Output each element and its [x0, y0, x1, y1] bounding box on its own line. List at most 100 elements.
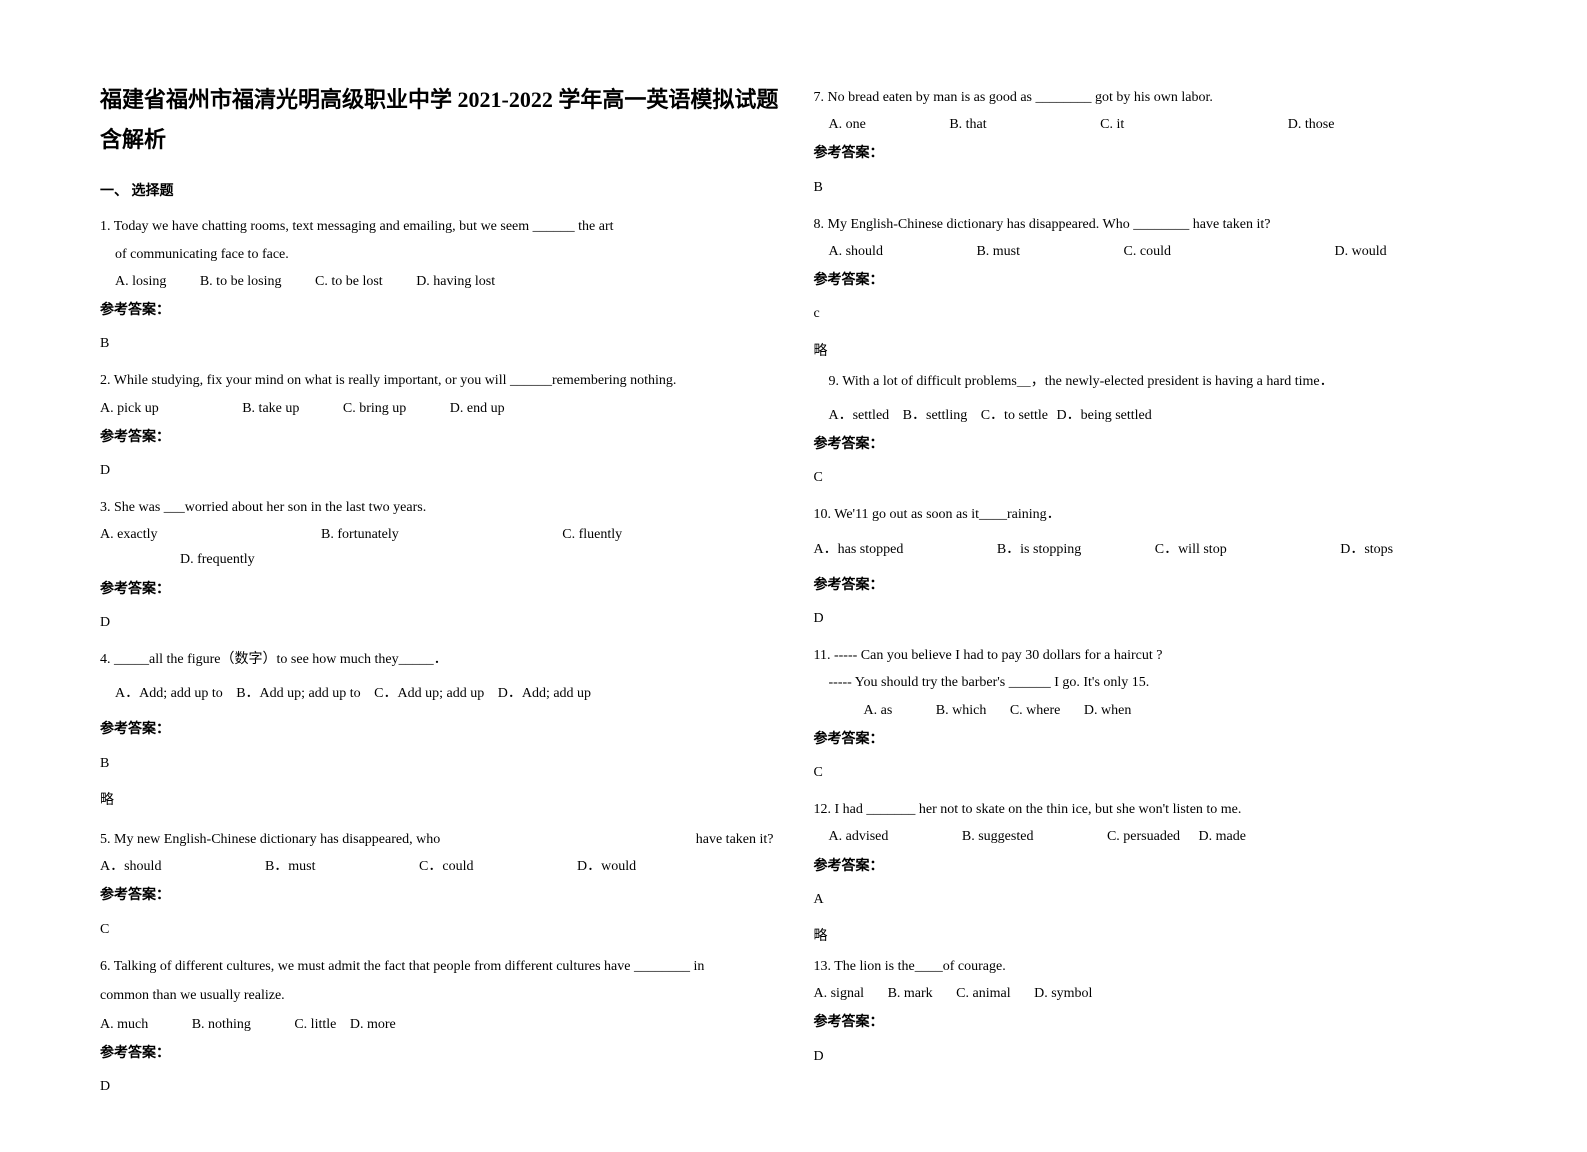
q3-options-row2: D. frequently	[100, 547, 784, 572]
q3-opt-d: D. frequently	[180, 552, 255, 567]
q8-answer-label: 参考答案：	[814, 268, 1498, 293]
q5-opt-b: B．must	[265, 854, 316, 879]
question-5: 5. My new English-Chinese dictionary has…	[100, 827, 784, 852]
q6-line2: common than we usually realize.	[100, 983, 784, 1008]
q7-opt-b: B. that	[949, 112, 986, 137]
question-8: 8. My English-Chinese dictionary has dis…	[814, 212, 1498, 237]
q11-opt-d: D. when	[1084, 698, 1131, 723]
question-12: 12. I had _______ her not to skate on th…	[814, 797, 1498, 822]
q1-opt-c: C. to be lost	[315, 269, 383, 294]
q13-answer: D	[814, 1044, 1498, 1069]
q11-answer: C	[814, 760, 1498, 785]
q1-opt-d: D. having lost	[416, 269, 495, 294]
q1-text: 1. Today we have chatting rooms, text me…	[100, 219, 614, 234]
q13-opt-d: D. symbol	[1034, 981, 1092, 1006]
q6-answer: D	[100, 1074, 784, 1099]
q6-opt-b: B. nothing	[192, 1012, 251, 1037]
q3-answer-label: 参考答案：	[100, 577, 784, 602]
q12-opt-a: A. advised	[829, 824, 889, 849]
q8-omit: 略	[814, 339, 1498, 364]
q9-opt-b: B．settling	[903, 403, 968, 428]
q12-answer-label: 参考答案：	[814, 854, 1498, 879]
q10-answer: D	[814, 606, 1498, 631]
q6-opt-a: A. much	[100, 1012, 148, 1037]
q10-opt-b: B．is stopping	[997, 537, 1081, 562]
q9-answer: C	[814, 465, 1498, 490]
q9-opt-d: D．being settled	[1057, 403, 1152, 428]
q5-opt-c: C．could	[419, 854, 473, 879]
q9-opt-c: C．to settle	[981, 403, 1048, 428]
question-13: 13. The lion is the____of courage.	[814, 954, 1498, 979]
q9-options: A．settled B．settling C．to settle D．being…	[814, 403, 1498, 428]
q10-opt-c: C．will stop	[1155, 537, 1227, 562]
q7-options: A. one B. that C. it D. those	[814, 112, 1498, 137]
question-4: 4. _____all the figure（数字）to see how muc…	[100, 647, 784, 672]
q7-answer: B	[814, 175, 1498, 200]
question-11: 11. ----- Can you believe I had to pay 3…	[814, 643, 1498, 668]
q10-options: A．has stopped B．is stopping C．will stop …	[814, 537, 1498, 562]
q10-opt-d: D．stops	[1340, 537, 1393, 562]
q1-options: A. losing B. to be losing C. to be lost …	[100, 269, 784, 294]
q10-answer-label: 参考答案：	[814, 573, 1498, 598]
q2-opt-b: B. take up	[242, 396, 299, 421]
q1-text-line2: of communicating face to face.	[100, 242, 784, 267]
q7-answer-label: 参考答案：	[814, 141, 1498, 166]
question-2: 2. While studying, fix your mind on what…	[100, 368, 784, 393]
q6-answer-label: 参考答案：	[100, 1041, 784, 1066]
q6-opt-c: C. little	[294, 1012, 336, 1037]
question-7: 7. No bread eaten by man is as good as _…	[814, 85, 1498, 110]
q5-opt-d: D．would	[577, 854, 636, 879]
q8-answer: c	[814, 301, 1498, 326]
q9-answer-label: 参考答案：	[814, 432, 1498, 457]
q4-omit: 略	[100, 788, 784, 813]
question-9: 9. With a lot of difficult problems＿，the…	[814, 369, 1498, 394]
q12-opt-c: C. persuaded	[1107, 824, 1180, 849]
q6-options: A. much B. nothing C. little D. more	[100, 1012, 784, 1037]
q5-options: A．should B．must C．could D．would	[100, 854, 784, 879]
q2-opt-d: D. end up	[450, 396, 505, 421]
q11-opt-b: B. which	[936, 698, 987, 723]
q8-opt-a: A. should	[829, 239, 883, 264]
q11-opt-a: A. as	[864, 698, 893, 723]
q12-answer: A	[814, 887, 1498, 912]
document-page: 福建省福州市福清光明高级职业中学 2021-2022 学年高一英语模拟试题含解析…	[0, 0, 1587, 1152]
q3-opt-b: B. fortunately	[321, 522, 399, 547]
question-10: 10. We'11 go out as soon as it____rainin…	[814, 502, 1498, 527]
q3-options-row1: A. exactly B. fortunately C. fluently	[100, 522, 784, 547]
q4-options: A．Add; add up to B．Add up; add up to C．A…	[100, 681, 784, 706]
q7-opt-c: C. it	[1100, 112, 1124, 137]
q8-opt-c: C. could	[1124, 239, 1171, 264]
q8-opt-d: D. would	[1334, 239, 1386, 264]
q4-opt-d: D．Add; add up	[498, 681, 591, 706]
q2-answer-label: 参考答案：	[100, 425, 784, 450]
q6-opt-d: D. more	[350, 1012, 396, 1037]
q5-text: 5. My new English-Chinese dictionary has…	[100, 827, 440, 852]
q5-answer-label: 参考答案：	[100, 883, 784, 908]
q2-options: A. pick up B. take up C. bring up D. end…	[100, 396, 784, 421]
q11-text2: ----- You should try the barber's ______…	[814, 670, 1498, 695]
question-1: 1. Today we have chatting rooms, text me…	[100, 214, 784, 239]
right-column: 7. No bread eaten by man is as good as _…	[814, 80, 1498, 1112]
q11-answer-label: 参考答案：	[814, 727, 1498, 752]
q2-answer: D	[100, 458, 784, 483]
q5-text2: have taken it?	[696, 827, 774, 852]
q10-opt-a: A．has stopped	[814, 537, 904, 562]
q3-answer: D	[100, 610, 784, 635]
question-3: 3. She was ___worried about her son in t…	[100, 495, 784, 520]
q11-opt-c: C. where	[1010, 698, 1061, 723]
q12-options: A. advised B. suggested C. persuaded D. …	[814, 824, 1498, 849]
q13-opt-a: A. signal	[814, 981, 865, 1006]
q9-opt-a: A．settled	[829, 403, 890, 428]
q11-options: A. as B. which C. where D. when	[814, 698, 1498, 723]
q8-opt-b: B. must	[976, 239, 1020, 264]
q13-options: A. signal B. mark C. animal D. symbol	[814, 981, 1498, 1006]
q12-omit: 略	[814, 924, 1498, 949]
q4-opt-a: A．Add; add up to	[115, 681, 223, 706]
question-6: 6. Talking of different cultures, we mus…	[100, 954, 784, 979]
q2-opt-a: A. pick up	[100, 396, 159, 421]
q4-opt-c: C．Add up; add up	[374, 681, 484, 706]
q5-opt-a: A．should	[100, 854, 161, 879]
q12-opt-d: D. made	[1199, 824, 1246, 849]
q1-answer-label: 参考答案：	[100, 298, 784, 323]
document-title: 福建省福州市福清光明高级职业中学 2021-2022 学年高一英语模拟试题含解析	[100, 80, 784, 159]
